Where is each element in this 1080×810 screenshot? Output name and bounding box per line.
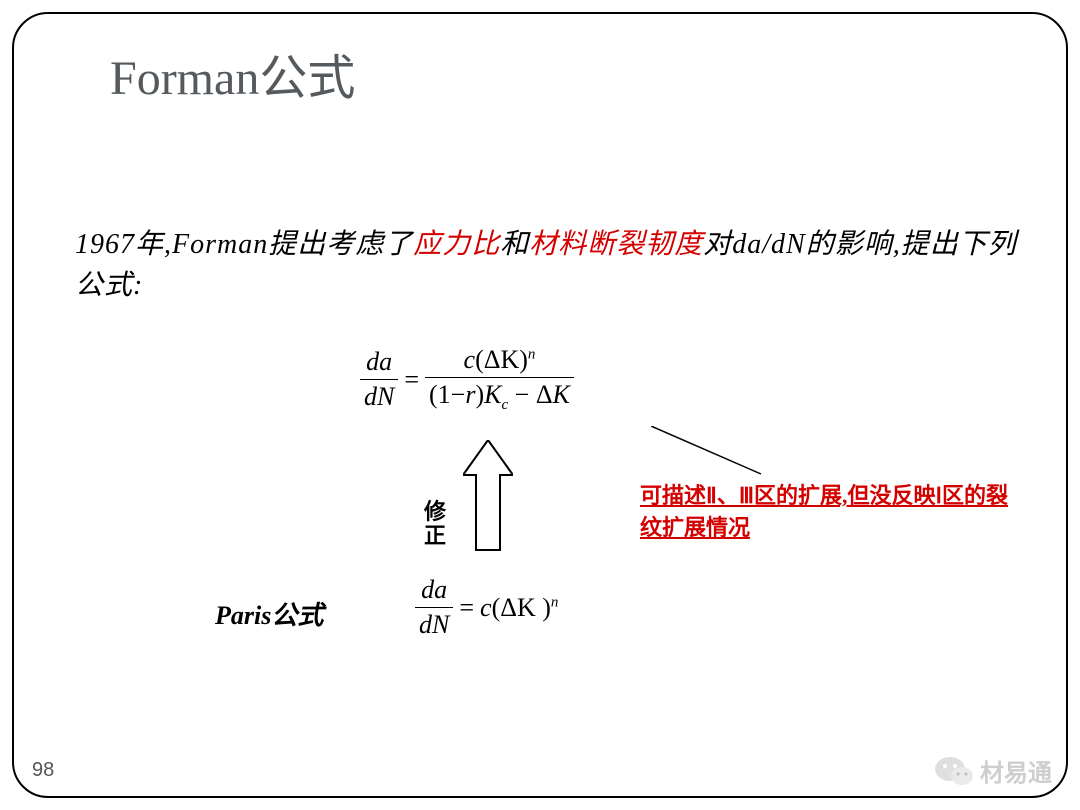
intro-mid1: 和: [500, 229, 529, 260]
annotation-text: 可描述Ⅱ、Ⅲ区的扩展,但没反映Ⅰ区的裂纹扩展情况: [640, 480, 1010, 544]
paris-formula: da dN = c(ΔK )n: [415, 575, 558, 640]
forman-eq: =: [398, 365, 425, 395]
forman-den-pre: (1−: [429, 380, 465, 409]
page-number: 98: [32, 759, 54, 782]
forman-lhs-num: da: [360, 347, 398, 380]
paris-label: Paris公式: [215, 595, 323, 632]
paris-dk: (ΔK ): [492, 593, 551, 622]
watermark-text: 材易通: [980, 753, 1052, 788]
slide-container: Forman公式 1967年,Forman提出考虑了应力比和材料断裂韧度对da/…: [0, 0, 1080, 810]
paris-rhs: c(ΔK )n: [480, 593, 558, 623]
forman-den-K2: K: [553, 380, 570, 409]
forman-lhs: da dN: [360, 347, 398, 412]
paris-c: c: [480, 593, 492, 622]
forman-rhs-num: c(ΔK)n: [425, 345, 574, 378]
forman-den-K: K: [484, 380, 501, 409]
intro-text: 1967年,Forman提出考虑了应力比和材料断裂韧度对da/dN的影响,提出下…: [75, 225, 1020, 306]
forman-den-minus: − Δ: [508, 380, 552, 409]
paris-exp: n: [551, 594, 559, 610]
forman-lhs-den: dN: [360, 380, 398, 412]
paris-lhs-num: da: [415, 575, 453, 608]
up-arrow-icon: [463, 440, 513, 565]
watermark: 材易通: [934, 753, 1052, 788]
forman-den-r: r: [465, 380, 475, 409]
intro-red1: 应力比: [413, 229, 500, 260]
intro-red2: 材料断裂韧度: [529, 229, 703, 260]
paris-lhs-den: dN: [415, 608, 453, 640]
forman-den-paren: ): [475, 380, 484, 409]
intro-pre: 1967年,Forman提出考虑了: [75, 229, 413, 260]
forman-dk: (ΔK): [475, 345, 528, 374]
arrow-label: 修正: [423, 500, 447, 548]
paris-lhs: da dN: [415, 575, 453, 640]
forman-formula: da dN = c(ΔK)n (1−r)Kc − ΔK: [360, 345, 574, 414]
wechat-icon: [934, 754, 974, 788]
forman-exp: n: [528, 346, 536, 362]
slide-title: Forman公式: [110, 38, 355, 108]
paris-eq: =: [453, 593, 480, 623]
forman-rhs-den: (1−r)Kc − ΔK: [425, 378, 574, 414]
forman-rhs: c(ΔK)n (1−r)Kc − ΔK: [425, 345, 574, 414]
forman-c: c: [464, 345, 476, 374]
